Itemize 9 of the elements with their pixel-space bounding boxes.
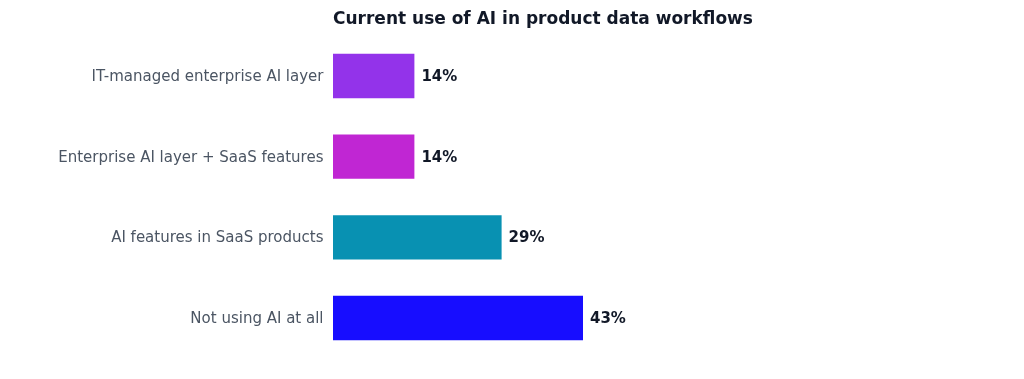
data-label: 14% <box>421 147 458 166</box>
y-tick-label: Not using AI at all <box>190 309 324 328</box>
data-label: 43% <box>590 309 626 328</box>
data-label: 29% <box>508 228 545 247</box>
y-tick-label: Enterprise AI layer + SaaS features <box>58 147 324 166</box>
y-tick-label: IT-managed enterprise AI layer <box>91 66 325 85</box>
y-tick-label: AI features in SaaS products <box>111 228 324 247</box>
chart-title: Current use of AI in product data workflows <box>333 8 753 28</box>
data-label: 14% <box>421 66 458 85</box>
